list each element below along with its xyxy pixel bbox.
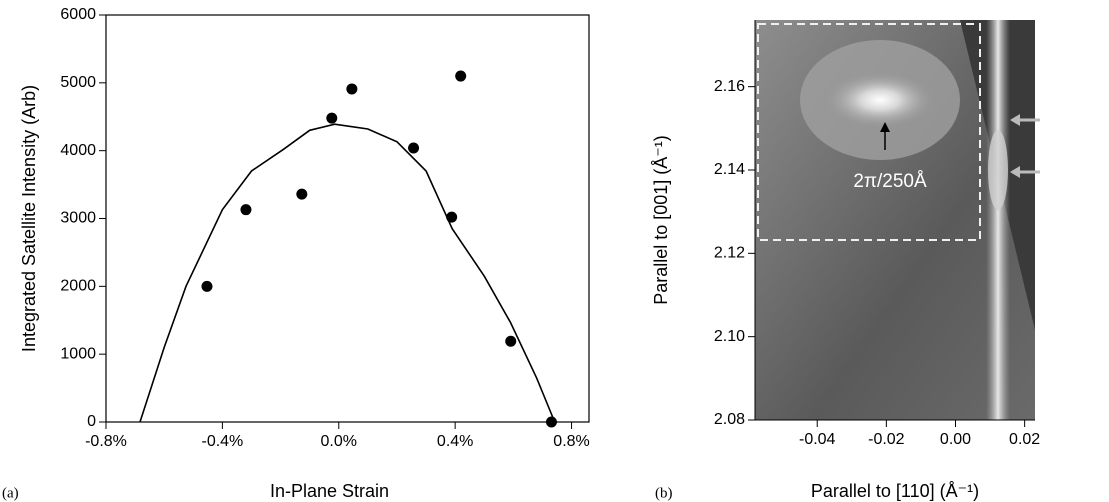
x-tick-label: -0.8% (85, 433, 127, 450)
annotation: B (1055, 160, 1068, 182)
data-point (545, 416, 557, 428)
data-point (408, 142, 420, 154)
plot-frame (105, 14, 590, 423)
data-point (446, 211, 458, 223)
data-point (346, 83, 358, 95)
panel-label: (b) (655, 485, 673, 501)
x-axis-label: In-Plane Strain (270, 481, 389, 501)
data-point (201, 280, 213, 292)
map-image (755, 20, 1040, 420)
y-tick-label: 5000 (60, 74, 96, 91)
x-tick-label: -0.02 (868, 431, 905, 448)
annotation: A (1051, 110, 1065, 132)
x-tick-label: 0.8% (553, 433, 589, 450)
y-tick-label: 2.16 (714, 78, 745, 95)
y-tick-label: 1000 (60, 345, 96, 362)
y-tick-label: 0 (87, 413, 96, 430)
x-tick-label: 0.0% (321, 433, 357, 450)
y-tick-label: 2.12 (714, 245, 745, 262)
y-axis-label: Integrated Satellite Intensity (Arb) (19, 85, 39, 352)
fit-curve (139, 123, 556, 423)
y-tick-label: 2000 (60, 278, 96, 295)
y-tick-label: 3000 (60, 210, 96, 227)
data-point (326, 112, 338, 124)
y-tick-label: 2.10 (714, 328, 745, 345)
y-tick-label: 4000 (60, 142, 96, 159)
data-point (455, 70, 467, 82)
data-point (240, 204, 252, 216)
x-tick-label: -0.4% (201, 433, 243, 450)
data-point (296, 188, 308, 200)
x-tick-label: 0.02 (1009, 431, 1040, 448)
y-tick-label: 6000 (60, 6, 96, 23)
x-tick-label: 0.00 (940, 431, 971, 448)
data-point (505, 335, 517, 347)
panel-label: (a) (2, 485, 19, 501)
annotation: 2π/250Å (853, 171, 927, 192)
x-axis-label: Parallel to [110] (Å⁻¹) (811, 481, 979, 501)
y-tick-label: 2.08 (714, 411, 745, 428)
y-tick-label: 2.14 (714, 161, 745, 178)
y-axis-label: Parallel to [001] (Å⁻¹) (651, 135, 671, 305)
x-tick-label: -0.04 (799, 431, 836, 448)
x-tick-label: 0.4% (437, 433, 473, 450)
